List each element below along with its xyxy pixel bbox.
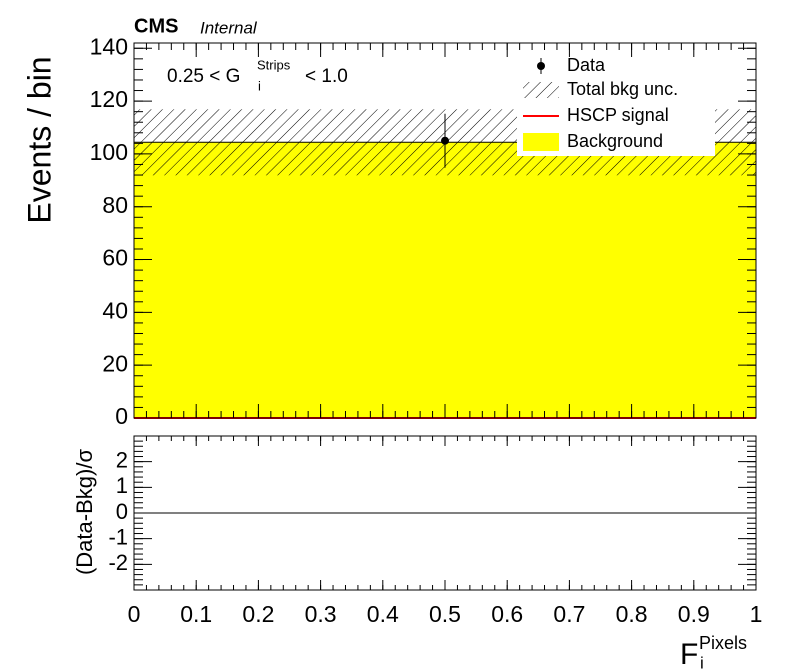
annotation: 0.25 < G xyxy=(167,66,240,87)
annotation-post: < 1.0 xyxy=(305,66,348,87)
x-tick-label: 0.1 xyxy=(180,601,212,627)
cms-label: CMS xyxy=(134,15,178,37)
y-tick-label: 120 xyxy=(90,86,128,112)
background-hist xyxy=(134,142,756,418)
annotation-sup: Strips xyxy=(257,57,291,72)
y-tick-label: 40 xyxy=(102,297,128,323)
x-tick-label: 0.3 xyxy=(305,601,337,627)
x-tick-label: 0.7 xyxy=(553,601,585,627)
x-tick-label: 1 xyxy=(750,601,763,627)
legend-label: Background xyxy=(567,131,663,151)
y-tick-label: 60 xyxy=(102,245,128,271)
y-tick-label: 100 xyxy=(90,139,128,165)
ratio-y-axis-label: (Data-Bkg)/σ xyxy=(72,449,97,575)
cms-sublabel: Internal xyxy=(200,18,258,37)
x-tick-label: 0.6 xyxy=(491,601,523,627)
data-point xyxy=(441,136,449,145)
legend-label: HSCP signal xyxy=(567,105,669,125)
legend-marker xyxy=(523,133,559,151)
annotation-sub: i xyxy=(258,78,261,93)
x-tick-label: 0 xyxy=(128,601,141,627)
y-tick-label: 0 xyxy=(116,499,128,524)
x-tick-label: 0.9 xyxy=(678,601,710,627)
y-tick-label: -1 xyxy=(108,524,128,549)
x-tick-label: 0.5 xyxy=(429,601,461,627)
x-tick-label: 0.2 xyxy=(242,601,274,627)
x-tick-label: 0.4 xyxy=(367,601,399,627)
y-tick-label: 0 xyxy=(115,403,128,429)
x-axis-label-sup: Pixels xyxy=(699,633,747,653)
x-axis-label: F xyxy=(680,638,698,671)
y-tick-label: 2 xyxy=(116,447,128,472)
legend-label: Data xyxy=(567,55,606,75)
frame xyxy=(133,42,757,419)
legend-label: Total bkg unc. xyxy=(567,79,678,99)
x-axis-label-sub: i xyxy=(700,653,704,672)
frame xyxy=(133,435,757,591)
y-tick-label: 140 xyxy=(90,33,128,59)
y-tick-label: 20 xyxy=(102,350,128,376)
legend-marker xyxy=(523,82,559,98)
x-tick-label: 0.8 xyxy=(616,601,648,627)
y-tick-label: 80 xyxy=(102,192,128,218)
y-tick-label: 1 xyxy=(116,473,128,498)
y-axis-label: Events / bin xyxy=(21,56,57,223)
y-tick-label: -2 xyxy=(108,550,128,575)
